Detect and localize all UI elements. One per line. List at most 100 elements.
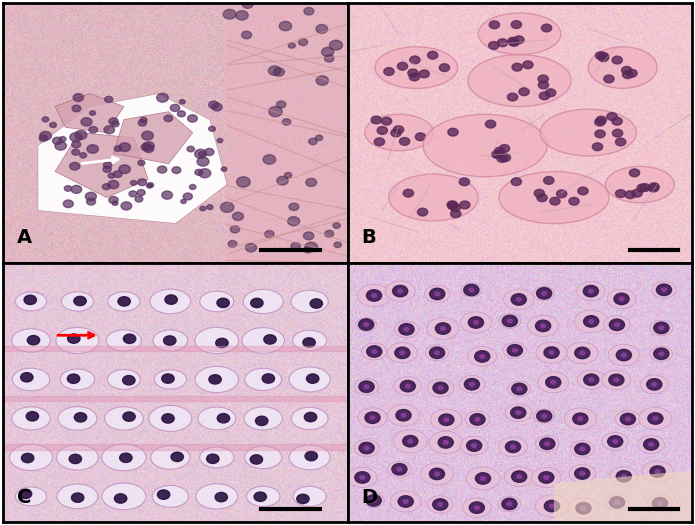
Ellipse shape <box>574 310 608 333</box>
Circle shape <box>610 497 625 508</box>
Circle shape <box>656 284 671 296</box>
Ellipse shape <box>108 292 140 311</box>
Circle shape <box>489 21 500 29</box>
Circle shape <box>87 145 99 153</box>
Ellipse shape <box>10 444 53 470</box>
Text: B: B <box>361 228 376 247</box>
Ellipse shape <box>393 429 427 453</box>
Circle shape <box>223 9 236 19</box>
Circle shape <box>534 190 544 197</box>
Circle shape <box>512 471 527 482</box>
Circle shape <box>647 379 662 390</box>
Ellipse shape <box>394 377 422 395</box>
Circle shape <box>511 178 521 186</box>
Circle shape <box>119 165 131 174</box>
Ellipse shape <box>154 370 186 389</box>
Circle shape <box>480 354 484 358</box>
Circle shape <box>181 200 186 204</box>
Circle shape <box>652 383 657 386</box>
Ellipse shape <box>245 446 281 469</box>
Circle shape <box>404 328 409 331</box>
Circle shape <box>584 316 599 327</box>
Circle shape <box>551 381 556 384</box>
Circle shape <box>163 336 176 345</box>
Circle shape <box>625 191 635 198</box>
Ellipse shape <box>503 342 526 358</box>
Circle shape <box>190 184 196 190</box>
Circle shape <box>19 489 32 499</box>
Circle shape <box>156 93 168 102</box>
Circle shape <box>310 299 322 308</box>
Circle shape <box>459 201 470 209</box>
Ellipse shape <box>535 495 569 517</box>
Circle shape <box>405 384 410 388</box>
Circle shape <box>450 204 460 212</box>
Circle shape <box>217 298 229 308</box>
Circle shape <box>472 444 477 447</box>
Ellipse shape <box>425 285 450 302</box>
Circle shape <box>89 127 97 133</box>
Circle shape <box>359 381 374 392</box>
Circle shape <box>580 471 584 475</box>
Ellipse shape <box>641 375 668 394</box>
Ellipse shape <box>387 343 417 363</box>
Circle shape <box>511 407 526 418</box>
Circle shape <box>491 150 502 158</box>
Circle shape <box>433 382 448 394</box>
Circle shape <box>616 470 632 482</box>
Circle shape <box>114 146 122 151</box>
Circle shape <box>498 39 508 47</box>
Ellipse shape <box>199 291 234 312</box>
Ellipse shape <box>390 491 421 512</box>
Ellipse shape <box>427 318 459 340</box>
Ellipse shape <box>578 370 605 390</box>
Circle shape <box>170 104 180 111</box>
Circle shape <box>637 184 647 192</box>
Circle shape <box>616 190 626 197</box>
Circle shape <box>230 226 240 233</box>
Circle shape <box>72 493 84 502</box>
Circle shape <box>396 410 411 421</box>
Circle shape <box>251 298 263 308</box>
Circle shape <box>497 154 507 162</box>
Ellipse shape <box>354 439 379 457</box>
Circle shape <box>359 319 374 330</box>
Circle shape <box>141 143 151 151</box>
Circle shape <box>179 100 185 104</box>
Circle shape <box>540 438 555 449</box>
Ellipse shape <box>420 463 453 485</box>
Circle shape <box>65 186 72 191</box>
Circle shape <box>105 96 113 102</box>
Circle shape <box>644 439 659 450</box>
Circle shape <box>653 498 667 509</box>
Circle shape <box>162 374 174 383</box>
Polygon shape <box>227 3 348 262</box>
Circle shape <box>438 386 443 390</box>
Circle shape <box>72 149 80 155</box>
Ellipse shape <box>499 172 609 224</box>
Circle shape <box>236 177 250 187</box>
Circle shape <box>536 320 550 332</box>
Circle shape <box>475 351 490 362</box>
Ellipse shape <box>462 498 491 518</box>
Circle shape <box>118 297 131 306</box>
Circle shape <box>123 412 136 421</box>
Ellipse shape <box>540 109 637 156</box>
Circle shape <box>195 170 203 175</box>
Polygon shape <box>55 132 148 197</box>
Ellipse shape <box>503 289 534 310</box>
Circle shape <box>607 436 623 447</box>
Circle shape <box>499 144 509 152</box>
Ellipse shape <box>569 465 596 482</box>
Circle shape <box>401 413 406 417</box>
Circle shape <box>108 173 115 178</box>
Ellipse shape <box>461 283 482 297</box>
Ellipse shape <box>605 495 628 510</box>
Ellipse shape <box>102 483 146 510</box>
Circle shape <box>121 202 131 210</box>
Ellipse shape <box>389 174 478 221</box>
Circle shape <box>256 416 268 426</box>
Circle shape <box>659 352 664 355</box>
Circle shape <box>254 492 266 501</box>
Circle shape <box>598 52 609 60</box>
